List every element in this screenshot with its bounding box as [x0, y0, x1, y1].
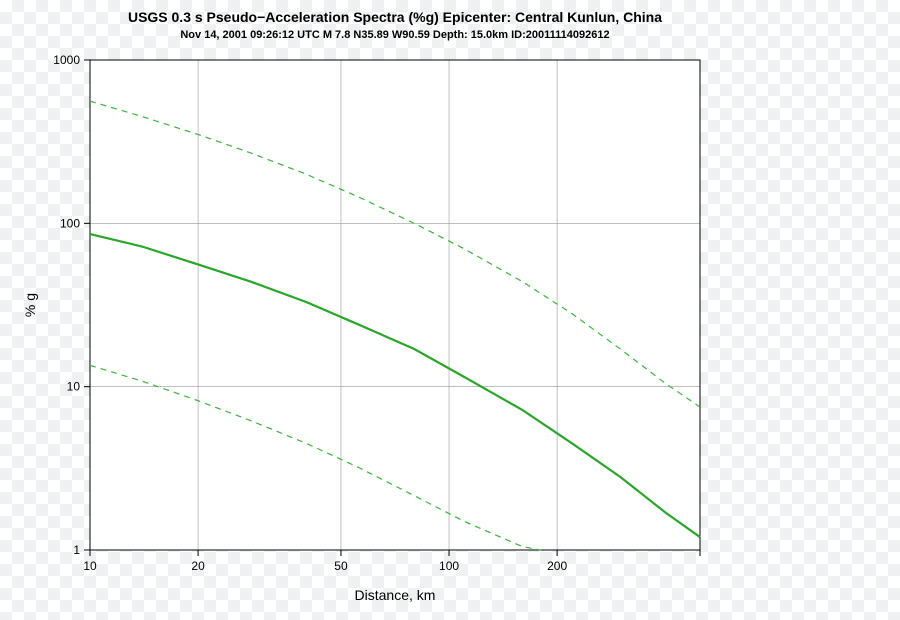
- plot-area: [90, 60, 700, 550]
- xtick-label: 200: [547, 559, 567, 573]
- xtick-label: 10: [83, 559, 97, 573]
- chart-svg: 1020501002001101001000Distance, km% gUSG…: [0, 0, 900, 620]
- ytick-label: 1: [73, 543, 80, 557]
- chart-container: 1020501002001101001000Distance, km% gUSG…: [0, 0, 900, 620]
- ytick-label: 100: [60, 216, 80, 230]
- y-axis-label: % g: [22, 293, 38, 317]
- ytick-label: 10: [67, 380, 81, 394]
- x-axis-label: Distance, km: [355, 587, 436, 603]
- chart-subtitle: Nov 14, 2001 09:26:12 UTC M 7.8 N35.89 W…: [180, 29, 609, 41]
- xtick-label: 100: [439, 559, 459, 573]
- xtick-label: 20: [191, 559, 205, 573]
- ytick-label: 1000: [53, 53, 80, 67]
- chart-title: USGS 0.3 s Pseudo−Acceleration Spectra (…: [128, 9, 662, 25]
- xtick-label: 50: [334, 559, 348, 573]
